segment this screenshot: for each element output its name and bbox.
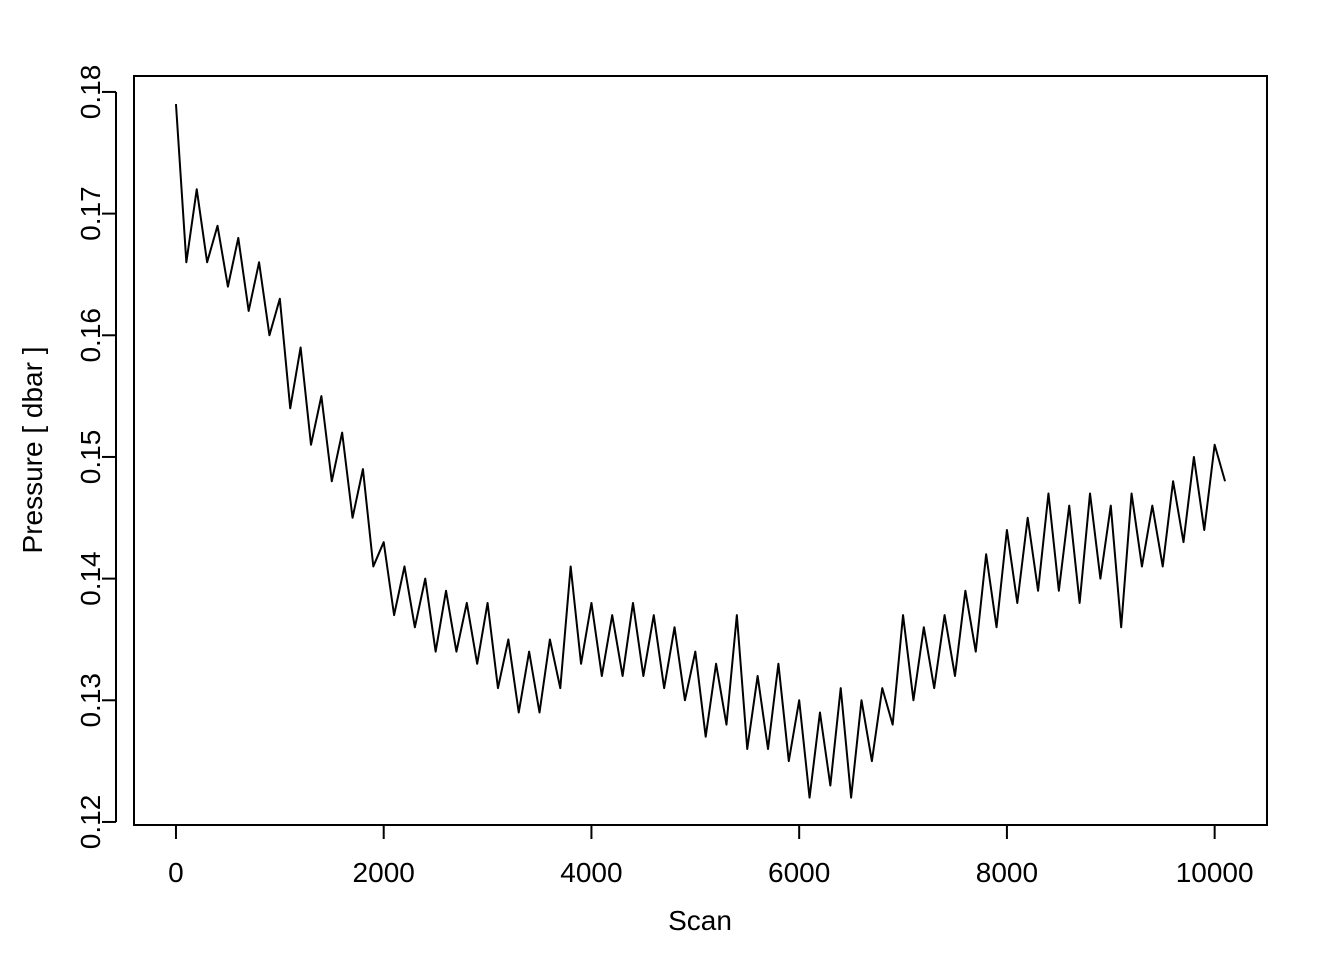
- x-tick-label: 2000: [353, 857, 415, 888]
- y-tick-label: 0.16: [75, 308, 106, 363]
- y-tick-label: 0.12: [75, 795, 106, 850]
- x-tick-label: 4000: [560, 857, 622, 888]
- y-tick-label: 0.18: [75, 65, 106, 120]
- y-tick-label: 0.14: [75, 551, 106, 606]
- x-tick-label: 6000: [768, 857, 830, 888]
- x-tick-label: 0: [168, 857, 184, 888]
- x-tick-label: 8000: [976, 857, 1038, 888]
- data-line: [174, 104, 1227, 799]
- y-tick-label: 0.13: [75, 673, 106, 728]
- x-axis-label: Scan: [668, 905, 732, 936]
- y-tick-label: 0.17: [75, 186, 106, 241]
- x-tick-label: 10000: [1176, 857, 1254, 888]
- plot-frame: [133, 75, 1268, 826]
- y-axis-label: Pressure [ dbar ]: [17, 347, 48, 554]
- y-tick-label: 0.15: [75, 430, 106, 485]
